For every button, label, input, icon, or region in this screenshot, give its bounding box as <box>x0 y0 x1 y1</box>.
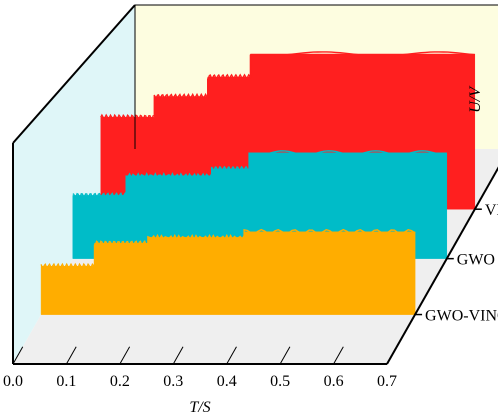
z-axis: 020406080100120140160U/V <box>467 85 484 113</box>
series-gwo-vinc-area <box>40 231 416 315</box>
x-tick-mark <box>172 346 184 365</box>
x-tick-mark <box>279 346 291 365</box>
series-labels: VINC GWO GWO-VINC <box>415 202 498 325</box>
z-axis-title: U/V <box>467 85 484 113</box>
series-label-gwo: GWO <box>457 252 495 269</box>
x-tick-label: 0.3 <box>163 373 183 390</box>
x-tick-label: 0.4 <box>217 373 237 390</box>
x-tick-mark <box>386 346 398 365</box>
right-floor-edge <box>386 166 498 365</box>
series-gwo-ripple <box>72 150 447 199</box>
series-layer <box>40 51 476 315</box>
x-tick-label: 0.0 <box>3 373 23 390</box>
chart-frame <box>12 4 498 365</box>
x-tick-label: 0.1 <box>56 373 76 390</box>
x-axis: 0.0 0.1 0.2 0.3 0.4 0.5 0.6 0.7 T/S <box>3 373 397 415</box>
series-gwo-vinc-ripple <box>40 228 416 270</box>
x-axis-title: T/S <box>189 399 210 415</box>
x-tick-label: 0.6 <box>324 373 344 390</box>
series-vinc-ripple <box>100 51 475 121</box>
x-tick-mark <box>119 346 131 365</box>
x-tick-mark <box>65 346 77 365</box>
x-tick-label: 0.5 <box>270 373 290 390</box>
x-tick-mark <box>226 346 237 365</box>
x-tick-label: 0.7 <box>377 373 397 390</box>
series-label-gwo-vinc: GWO-VINC <box>425 308 498 325</box>
x-tick-mark <box>12 346 24 365</box>
top-left-edge <box>12 4 136 144</box>
series-label-vinc: VINC <box>485 202 498 219</box>
x-tick-label: 0.2 <box>110 373 130 390</box>
x-tick-mark <box>333 346 344 365</box>
